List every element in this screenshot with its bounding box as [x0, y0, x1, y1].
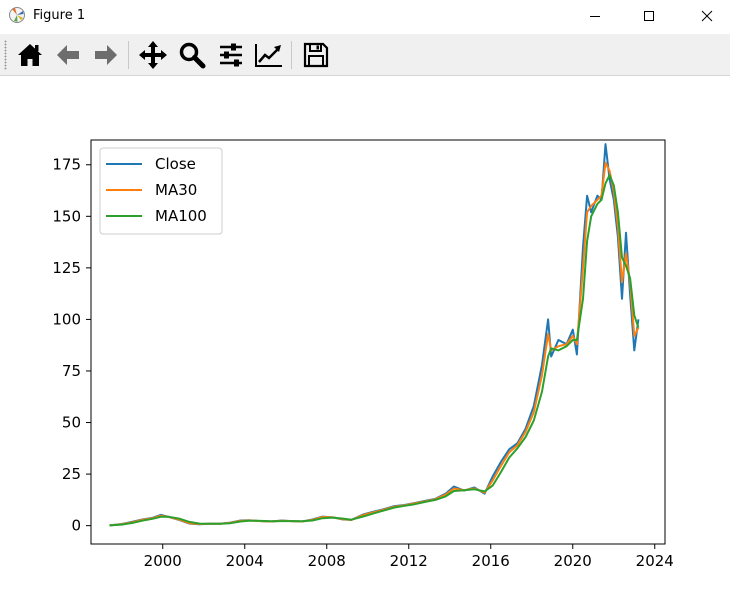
y-tick-label: 175: [52, 156, 81, 174]
save-button[interactable]: [299, 38, 333, 72]
forward-icon: [95, 45, 117, 65]
zoom-icon: [179, 42, 206, 69]
series-line-ma100: [109, 174, 640, 527]
maximize-button[interactable]: [626, 0, 672, 32]
y-axis: 0 25 50 75 100 125 150 175: [52, 156, 91, 535]
edit-axis-button[interactable]: [252, 38, 286, 72]
navigation-toolbar: [0, 34, 730, 76]
close-button[interactable]: [684, 0, 730, 32]
legend: Close MA30 MA100: [99, 147, 223, 235]
minimize-icon: [590, 16, 600, 17]
y-tick-label: 150: [52, 207, 81, 225]
x-tick-label: 2012: [390, 552, 428, 570]
y-tick-label: 0: [71, 517, 81, 535]
y-tick-label: 75: [62, 362, 81, 380]
y-tick-label: 125: [52, 259, 81, 277]
x-axis: 2000 2004 2008 2012 2016 2020 2024: [144, 544, 674, 570]
subplots-icon: [220, 43, 242, 67]
legend-label: Close: [155, 155, 196, 173]
minimize-button[interactable]: [572, 0, 618, 32]
forward-button[interactable]: [89, 38, 123, 72]
x-tick-label: 2008: [308, 552, 346, 570]
back-icon: [57, 45, 79, 65]
y-tick-label: 50: [62, 414, 81, 432]
figure-canvas[interactable]: 2000 2004 2008 2012 2016 2020 2024 0 25 50 75 100 1…: [0, 76, 730, 595]
subplots-button[interactable]: [214, 38, 248, 72]
line-chart: 2000 2004 2008 2012 2016 2020 2024 0 25 50 75 100 1…: [52, 139, 674, 570]
y-tick-label: 25: [62, 465, 81, 483]
pan-icon: [139, 41, 167, 69]
pan-button[interactable]: [136, 38, 170, 72]
x-tick-label: 2016: [472, 552, 510, 570]
x-tick-label: 2004: [226, 552, 264, 570]
x-tick-label: 2000: [144, 552, 182, 570]
back-button[interactable]: [51, 38, 85, 72]
maximize-icon: [644, 11, 654, 21]
edit-axis-icon: [255, 44, 282, 67]
x-tick-label: 2020: [554, 552, 592, 570]
window-title: Figure 1: [33, 8, 86, 23]
save-icon: [303, 42, 329, 68]
zoom-button[interactable]: [175, 38, 209, 72]
home-icon: [18, 44, 42, 66]
toolbar-grip: [4, 40, 7, 70]
x-tick-label: 2024: [636, 552, 674, 570]
toolbar-separator: [128, 41, 129, 69]
home-button[interactable]: [13, 38, 47, 72]
app-icon: [9, 7, 25, 23]
legend-label: MA100: [155, 207, 207, 225]
y-tick-label: 100: [52, 310, 81, 328]
toolbar-separator: [291, 41, 292, 69]
legend-box: [99, 147, 223, 235]
plot-frame: [90, 139, 666, 545]
close-icon: [701, 10, 713, 22]
title-bar: Figure 1: [0, 0, 730, 33]
legend-label: MA30: [155, 181, 197, 199]
